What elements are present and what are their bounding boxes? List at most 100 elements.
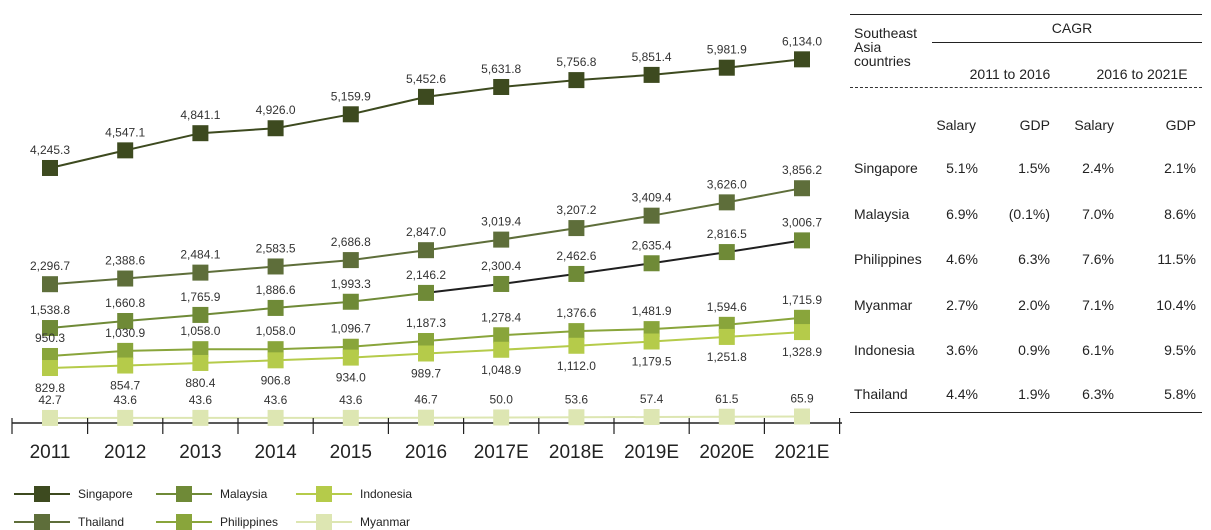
marker-indonesia [493,341,510,358]
marker-philippines [117,342,134,359]
marker-singapore [418,88,434,105]
cell-value: 2.4% [1082,160,1114,176]
marker-myanmar [267,409,284,426]
data-label-singapore: 5,851.4 [632,50,672,64]
cell-value: (0.1%) [1008,206,1050,222]
legend-label-thailand: Thailand [78,515,124,529]
legend-marker-malaysia [176,486,192,502]
data-label-thailand: 3,856.2 [782,163,822,177]
marker-indonesia [267,352,284,369]
table-row: Myanmar 2.7% 2.0% 7.1% 10.4% [850,297,1202,319]
data-label-malaysia: 2,300.4 [481,259,521,273]
data-label-indonesia: 880.4 [185,376,215,390]
data-label-thailand: 2,296.7 [30,259,70,273]
data-label-malaysia: 1,538.8 [30,303,70,317]
marker-singapore [718,59,735,76]
x-tick-label: 2018E [549,442,604,463]
table-header-country: Southeast Asia countries [854,25,918,69]
marker-singapore [267,120,284,137]
marker-indonesia [794,324,810,341]
data-label-indonesia: 829.8 [35,381,65,395]
data-label-thailand: 3,409.4 [632,191,672,205]
x-tick-label: 2014 [254,442,297,463]
marker-philippines [493,327,510,344]
marker-singapore [643,66,660,83]
data-label-singapore: 6,134.0 [782,34,822,48]
legend-label-philippines: Philippines [220,515,278,529]
marker-philippines [718,316,735,333]
marker-singapore [117,142,134,159]
marker-myanmar [718,408,735,425]
cell-value: 1.5% [1018,160,1050,176]
marker-thailand [267,258,284,275]
marker-philippines [418,333,434,350]
marker-myanmar [418,409,434,426]
data-label-philippines: 1,481.9 [632,304,672,318]
data-label-myanmar: 53.6 [565,392,589,406]
marker-indonesia [568,337,585,354]
data-label-singapore: 5,631.8 [481,62,521,76]
legend-marker-indonesia [316,486,332,502]
marker-myanmar [117,409,134,426]
marker-myanmar [568,409,585,426]
data-label-thailand: 3,207.2 [556,203,596,217]
table-row: Singapore 5.1% 1.5% 2.4% 2.1% [850,160,1202,182]
data-label-singapore: 4,547.1 [105,125,145,139]
data-label-philippines: 1,096.7 [331,322,371,336]
sub-header-salary-1: Salary [936,117,976,133]
marker-thailand [794,180,810,197]
series-line-malaysia [49,291,427,329]
data-label-indonesia: 854.7 [110,379,140,393]
x-tick-label: 2017E [474,442,529,463]
data-label-malaysia: 3,006.7 [782,215,822,229]
data-label-myanmar: 43.6 [264,393,288,407]
cell-value: 1.9% [1018,386,1050,402]
marker-thailand [418,242,434,259]
data-label-myanmar: 50.0 [490,392,514,406]
data-label-thailand: 3,626.0 [707,177,747,191]
x-tick-label: 2019E [624,442,679,463]
cell-value: 6.3% [1082,386,1114,402]
data-label-indonesia: 1,179.5 [632,355,672,369]
marker-thailand [192,264,209,281]
x-tick-label: 2015 [330,442,372,463]
table-period-2016-2021e: 2016 to 2021E [1096,66,1188,82]
cell-value: 2.1% [1164,160,1196,176]
table-row: Thailand 4.4% 1.9% 6.3% 5.8% [850,386,1202,408]
data-label-malaysia: 1,886.6 [256,283,296,297]
data-label-myanmar: 42.7 [38,393,62,407]
marker-thailand [568,220,585,237]
data-label-indonesia: 934.0 [336,371,366,385]
table-header-cagr: CAGR [1051,20,1093,36]
cagr-table: Southeast Asia countries CAGR 2011 to 20… [850,14,1202,414]
salary-line-chart: 2011 2012 2013 2014 2015 2016 2017E 2018E 2019E 2… [11,34,842,530]
marker-singapore [568,72,585,89]
data-label-philippines: 950.3 [35,331,65,345]
country-name: Indonesia [854,342,915,358]
cell-value: 0.9% [1018,342,1050,358]
data-label-myanmar: 57.4 [640,392,664,406]
marker-philippines [643,321,660,338]
data-label-indonesia: 1,251.8 [707,350,747,364]
legend-label-indonesia: Indonesia [360,487,412,501]
data-label-malaysia: 2,816.5 [707,227,747,241]
cell-value: 4.4% [946,386,978,402]
data-label-thailand: 2,583.5 [256,241,296,255]
table-period-2011-2016: 2011 to 2016 [969,66,1051,82]
x-tick-label: 2013 [179,442,221,463]
marker-singapore [794,51,810,68]
cell-value: 6.9% [946,206,978,222]
legend-label-myanmar: Myanmar [360,515,410,529]
data-label-malaysia: 1,993.3 [331,277,371,291]
marker-singapore [192,125,209,142]
legend-marker-myanmar [316,514,332,530]
marker-malaysia [42,320,58,337]
marker-malaysia [718,244,735,261]
x-tick-label: 2011 [30,442,71,463]
data-label-malaysia: 2,635.4 [632,238,672,252]
data-label-myanmar: 46.7 [414,393,438,407]
data-label-indonesia: 1,328.9 [782,345,822,359]
x-tick-label: 2012 [104,442,146,463]
legend-marker-singapore [34,486,50,502]
marker-indonesia [42,360,58,377]
